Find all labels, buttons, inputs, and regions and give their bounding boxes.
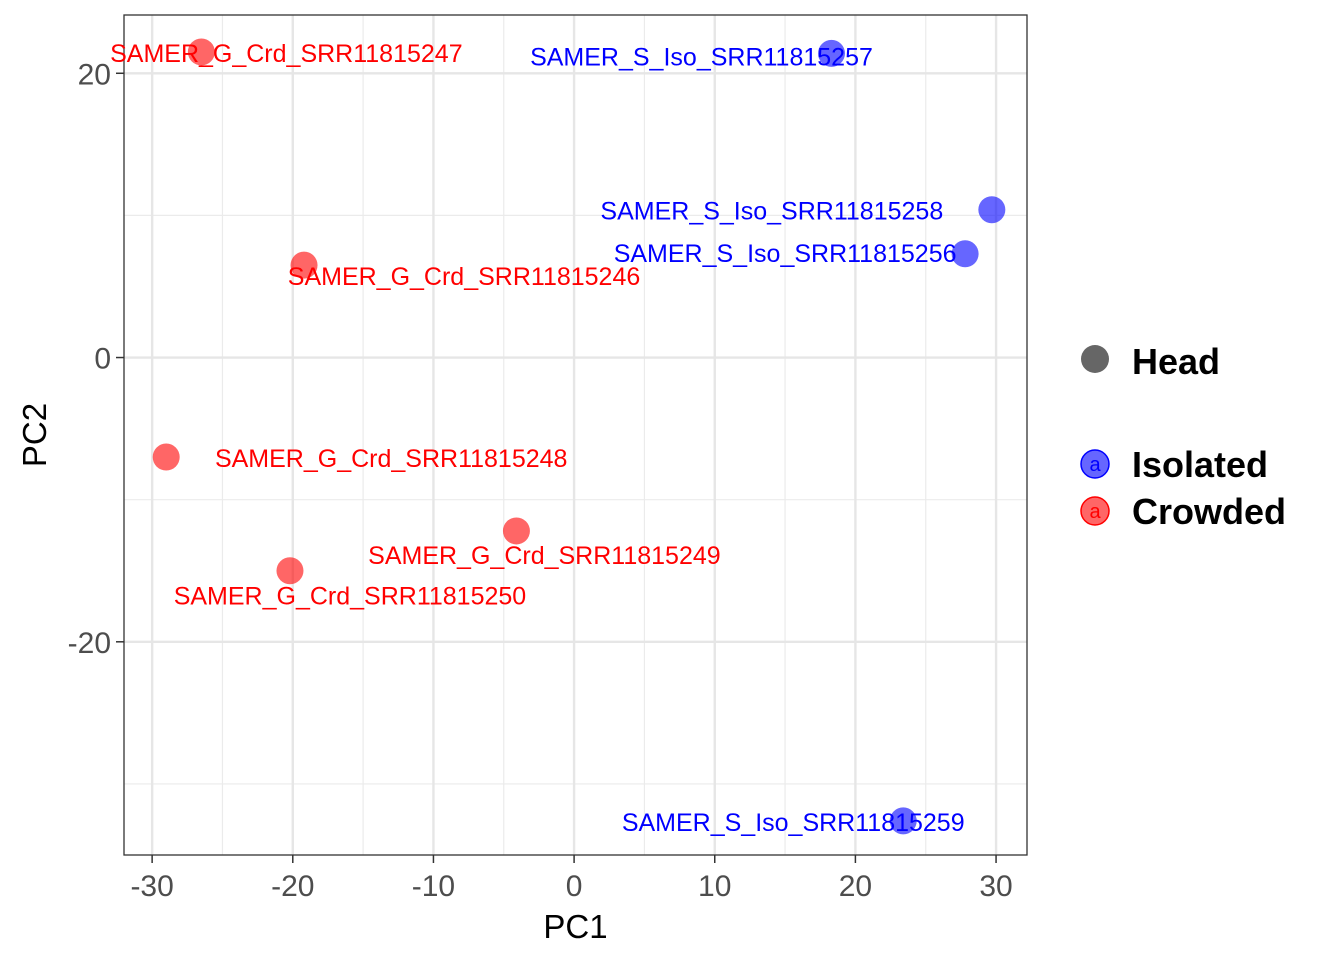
legend-color-entries: a Isolated a Crowded: [1080, 444, 1286, 532]
x-tick-label: -30: [130, 870, 173, 903]
data-point-label: SAMER_G_Crd_SRR11815248: [215, 445, 568, 473]
y-axis-title: PC2: [16, 403, 53, 467]
data-point: [152, 443, 180, 471]
data-point: [276, 557, 304, 585]
legend-entry-label: Crowded: [1132, 491, 1286, 532]
x-tick-label: -20: [271, 870, 314, 903]
y-tick-label: 20: [78, 58, 111, 91]
x-tick-label: -10: [412, 870, 455, 903]
x-tick-label: 30: [979, 870, 1012, 903]
data-point: [817, 39, 845, 67]
legend-color-key: [1080, 449, 1110, 479]
data-point-label: SAMER_G_Crd_SRR11815250: [174, 583, 527, 611]
legend: Head a Isolated a Crowded: [1080, 341, 1286, 532]
data-point: [889, 807, 917, 835]
axis-ticks: -30 -20 -10 0 10 20 30 -20 0 20: [68, 58, 1013, 903]
data-point: [502, 517, 530, 545]
data-points: [152, 38, 1006, 835]
legend-key-letter: a: [1089, 501, 1101, 523]
x-tick-label: 10: [698, 870, 731, 903]
point-labels: SAMER_S_Iso_SRR11815257 SAMER_S_Iso_SRR11…: [110, 40, 965, 837]
data-point-label: SAMER_S_Iso_SRR11815259: [622, 809, 965, 837]
data-point-label: SAMER_S_Iso_SRR11815258: [600, 198, 943, 226]
data-point-label: SAMER_S_Iso_SRR11815256: [614, 240, 957, 268]
data-point-label: SAMER_G_Crd_SRR11815247: [110, 40, 463, 68]
data-point-label: SAMER_G_Crd_SRR11815249: [368, 542, 721, 570]
grid-layer: [124, 15, 1027, 855]
data-point: [978, 196, 1006, 224]
data-point-label: SAMER_G_Crd_SRR11815246: [288, 263, 641, 291]
legend-key-letter: a: [1089, 454, 1101, 476]
plot-panel-border: [123, 14, 1028, 856]
legend-color-key: [1080, 496, 1110, 526]
x-axis-title: PC1: [543, 908, 607, 945]
y-tick-label: 0: [94, 343, 111, 376]
y-tick-label: -20: [68, 627, 111, 660]
data-point: [951, 240, 979, 268]
legend-entry-label: Isolated: [1132, 444, 1268, 485]
legend-shape-title: Head: [1132, 341, 1220, 382]
data-point: [187, 38, 215, 66]
data-point: [290, 251, 318, 279]
legend-shape-key: [1081, 345, 1109, 373]
x-tick-label: 0: [566, 870, 583, 903]
data-point-label: SAMER_S_Iso_SRR11815257: [530, 43, 873, 71]
x-tick-label: 20: [839, 870, 872, 903]
